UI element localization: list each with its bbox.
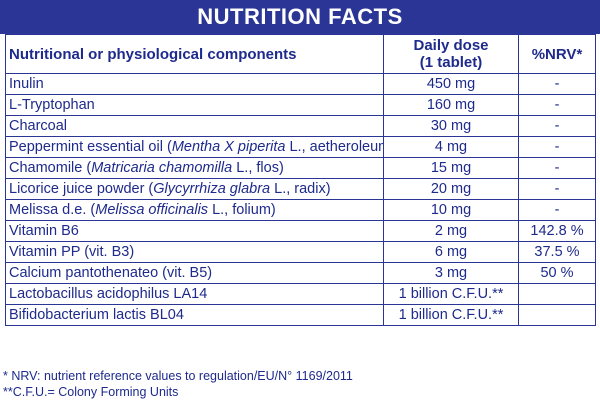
component-name: L-Tryptophan [5, 94, 384, 116]
daily-dose: 1 billion C.F.U.** [383, 304, 519, 326]
component-name-text: Charcoal [9, 118, 68, 134]
component-name: Inulin [5, 73, 384, 95]
component-name: Calcium pantothenateo (vit. B5) [5, 262, 384, 284]
nrv-value: 37.5 % [518, 241, 596, 263]
component-name: Melissa d.e. (Melissa officinalis L., fo… [5, 199, 384, 221]
daily-dose: 1 billion C.F.U.** [383, 283, 519, 305]
component-name-text: Vitamin B6 [9, 223, 79, 239]
daily-dose: 30 mg [383, 115, 519, 137]
nrv-value: 142.8 % [518, 220, 596, 242]
component-name-suffix: L., aetheroleum) [289, 139, 382, 155]
daily-dose: 2 mg [383, 220, 519, 242]
footnote-cfu: **C.F.U.= Colony Forming Units [3, 385, 179, 399]
component-name-suffix: L., flos) [232, 160, 284, 176]
scientific-name: Mentha X piperita [171, 139, 286, 155]
nrv-value: - [518, 136, 596, 158]
component-name-text: L-Tryptophan [9, 97, 95, 113]
nrv-value: - [518, 157, 596, 179]
component-name: Vitamin B6 [5, 220, 384, 242]
daily-dose: 20 mg [383, 178, 519, 200]
nrv-value: 50 % [518, 262, 596, 284]
footnotes: * NRV: nutrient reference values to regu… [3, 368, 353, 400]
nutrition-table: Nutritional or physiological components … [5, 34, 596, 326]
nrv-value: - [518, 199, 596, 221]
component-name-text: Bifidobacterium lactis BL04 [9, 307, 184, 323]
table-row: L-Tryptophan 160 mg - [5, 94, 596, 116]
table-row: Melissa d.e. (Melissa officinalis L., fo… [5, 199, 596, 221]
component-name-text: Licorice juice powder ( [9, 181, 154, 197]
daily-dose: 160 mg [383, 94, 519, 116]
nrv-value [518, 304, 596, 326]
nrv-value: - [518, 73, 596, 95]
table-row: Licorice juice powder (Glycyrrhiza glabr… [5, 178, 596, 200]
scientific-name: Melissa officinalis [95, 202, 209, 218]
component-name: Vitamin PP (vit. B3) [5, 241, 384, 263]
component-name-text: Peppermint essential oil ( [9, 139, 172, 155]
footnote-nrv: * NRV: nutrient reference values to regu… [3, 369, 353, 383]
table-body: Inulin 450 mg - L-Tryptophan 160 mg - Charcoal… [5, 73, 596, 326]
component-name: Licorice juice powder (Glycyrrhiza glabr… [5, 178, 384, 200]
page-title: NUTRITION FACTS [0, 0, 600, 34]
table-row: Bifidobacterium lactis BL04 1 billion C.F… [5, 304, 596, 326]
nrv-value: - [518, 94, 596, 116]
scientific-name: Glycyrrhiza glabra [153, 181, 271, 197]
table-row: Charcoal 30 mg - [5, 115, 596, 137]
table-row: Vitamin PP (vit. B3) 6 mg 37.5 % [5, 241, 596, 263]
table-row: Calcium pantothenateo (vit. B5) 3 mg 50 % [5, 262, 596, 284]
nrv-value: - [518, 115, 596, 137]
component-name-suffix: L., folium) [208, 202, 276, 218]
component-name-text: Inulin [9, 76, 44, 92]
dose-column-header: Daily dose (1 tablet) [383, 34, 519, 74]
component-name-suffix: L., radix) [270, 181, 331, 197]
nrv-value [518, 283, 596, 305]
daily-dose: 450 mg [383, 73, 519, 95]
table-header-row: Nutritional or physiological components … [5, 34, 596, 74]
component-name-text: Lactobacillus acidophilus LA14 [9, 286, 208, 302]
nrv-value: - [518, 178, 596, 200]
daily-dose: 3 mg [383, 262, 519, 284]
table-row: Inulin 450 mg - [5, 73, 596, 95]
component-name: Lactobacillus acidophilus LA14 [5, 283, 384, 305]
scientific-name: Matricaria chamomilla [91, 160, 233, 176]
daily-dose: 10 mg [383, 199, 519, 221]
table-row: Vitamin B6 2 mg 142.8 % [5, 220, 596, 242]
component-name-text: Chamomile ( [9, 160, 92, 176]
component-column-header: Nutritional or physiological components [5, 34, 384, 74]
daily-dose: 6 mg [383, 241, 519, 263]
table-row: Lactobacillus acidophilus LA14 1 billion … [5, 283, 596, 305]
daily-dose: 15 mg [383, 157, 519, 179]
component-name-text: Vitamin PP (vit. B3) [9, 244, 135, 260]
dose-header-line2: (1 tablet) [419, 54, 483, 71]
component-name: Charcoal [5, 115, 384, 137]
component-name: Peppermint essential oil (Mentha X piper… [5, 136, 384, 158]
daily-dose: 4 mg [383, 136, 519, 158]
table-row: Peppermint essential oil (Mentha X piper… [5, 136, 596, 158]
dose-header-line1: Daily dose [413, 37, 489, 54]
component-name: Chamomile (Matricaria chamomilla L., flo… [5, 157, 384, 179]
nrv-column-header: %NRV* [518, 34, 596, 74]
component-name: Bifidobacterium lactis BL04 [5, 304, 384, 326]
component-name-text: Melissa d.e. ( [9, 202, 96, 218]
table-row: Chamomile (Matricaria chamomilla L., flo… [5, 157, 596, 179]
component-name-text: Calcium pantothenateo (vit. B5) [9, 265, 213, 281]
